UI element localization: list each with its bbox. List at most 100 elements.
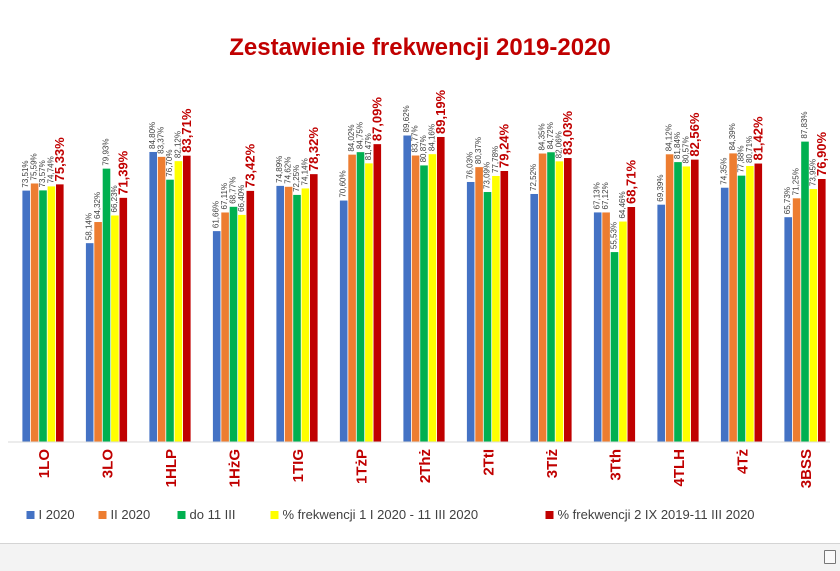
data-label: 68,71% xyxy=(623,159,638,204)
layout-icon[interactable] xyxy=(824,550,836,564)
data-label: 74,35% xyxy=(720,158,729,185)
bar xyxy=(166,179,174,442)
bar xyxy=(56,184,64,442)
data-label: 82,56% xyxy=(687,112,702,157)
category-label: 2TtI xyxy=(481,449,498,476)
legend-item: % frekwencji 1 I 2020 - 11 III 2020 xyxy=(270,507,478,522)
bar xyxy=(809,189,818,442)
bar xyxy=(428,154,437,443)
bar xyxy=(221,212,229,442)
legend-swatch xyxy=(98,511,107,519)
data-label: 83,03% xyxy=(560,111,575,156)
data-label: 74,62% xyxy=(284,157,293,184)
data-label: 69,39% xyxy=(656,175,665,202)
data-label: 72,52% xyxy=(529,164,538,191)
data-label: 72,25% xyxy=(292,165,301,192)
bar xyxy=(22,190,30,442)
data-label: 79,24% xyxy=(496,123,511,168)
bar xyxy=(682,166,691,442)
bar xyxy=(102,168,111,442)
legend-swatch xyxy=(26,511,35,519)
bar xyxy=(801,141,809,442)
bar xyxy=(183,155,191,442)
bar xyxy=(593,212,602,442)
legend-item: II 2020 xyxy=(98,507,150,522)
data-label: 84,75% xyxy=(356,122,365,149)
bar xyxy=(94,222,102,442)
data-label: 73,95% xyxy=(808,159,817,186)
category-label: 1HżG xyxy=(227,449,244,487)
category-label: 3Tth xyxy=(608,449,625,481)
data-label: 84,80% xyxy=(148,122,157,149)
data-label: 76,03% xyxy=(466,152,475,179)
bar xyxy=(483,192,492,442)
data-label: 83,37% xyxy=(157,127,166,154)
data-label: 73,42% xyxy=(242,143,257,188)
bar xyxy=(665,154,674,442)
category-label: 1HLP xyxy=(163,449,180,487)
bar xyxy=(627,207,636,442)
legend-swatch xyxy=(545,511,554,519)
bar-chart: Zestawienie frekwencji 2019-2020 73,51% 7… xyxy=(8,34,830,522)
legend-swatch xyxy=(270,511,279,519)
data-label: 84,72% xyxy=(546,122,555,149)
bar xyxy=(373,144,382,442)
bar xyxy=(437,136,445,442)
data-label: 89,19% xyxy=(433,89,448,134)
data-label: 80,87% xyxy=(419,135,428,162)
bar xyxy=(149,151,157,443)
data-label: 82,06% xyxy=(554,131,563,158)
bar xyxy=(420,165,428,443)
data-label: 80,71% xyxy=(745,136,754,163)
data-label: 71,25% xyxy=(792,168,801,195)
data-label: 67,13% xyxy=(593,182,602,209)
bar xyxy=(737,175,746,442)
data-label: 81,84% xyxy=(673,132,682,159)
bar xyxy=(301,188,310,442)
data-label: 76,90% xyxy=(814,131,829,176)
bar xyxy=(657,204,665,442)
data-label: 74,14% xyxy=(300,158,309,185)
category-label: 3TIż xyxy=(544,449,561,478)
data-label: 83,71% xyxy=(179,108,194,153)
bar xyxy=(365,163,373,442)
bar xyxy=(475,167,483,442)
bar xyxy=(564,158,572,443)
data-label: 66,40% xyxy=(237,185,246,212)
bar xyxy=(39,190,47,442)
bar xyxy=(174,161,183,442)
data-label: 65,73% xyxy=(783,187,792,214)
data-label: 73,57% xyxy=(38,160,47,187)
category-label: 3BSS xyxy=(798,449,815,488)
bar xyxy=(754,163,763,443)
data-label: 70,60% xyxy=(339,170,348,197)
data-label: 68,77% xyxy=(229,177,238,204)
data-label: 79,93% xyxy=(102,138,111,165)
bottom-strip xyxy=(0,543,840,571)
bar xyxy=(729,153,737,442)
bar xyxy=(284,186,293,442)
category-labels-layer: 1LO 3LO 1HLP 1HżG 1TIG 1TżP 2Thż 2TtI 3TIż 3Tth 4T… xyxy=(36,449,815,489)
bar xyxy=(602,212,610,442)
bar xyxy=(619,221,627,442)
data-label: 64,32% xyxy=(93,192,102,219)
data-label: 74,74% xyxy=(46,156,55,183)
data-label: 89,62% xyxy=(402,105,411,132)
legend-item: I 2020 xyxy=(26,507,75,522)
bar xyxy=(310,174,318,442)
legend-swatch xyxy=(177,511,186,519)
data-label: 73,51% xyxy=(21,160,30,187)
data-labels-layer: 73,51% 75,59% 73,57% 74,74%75,33% 58,14%64,3… xyxy=(21,89,829,249)
data-label: 80,37% xyxy=(474,137,483,164)
legend-item: % frekwencji 2 IX 2019-11 III 2020 xyxy=(545,507,755,522)
category-label: 1TżP xyxy=(354,449,371,484)
bar xyxy=(229,206,238,442)
bar xyxy=(792,198,801,442)
data-label: 82,12% xyxy=(173,131,182,158)
bar xyxy=(500,171,509,442)
data-label: 78,32% xyxy=(306,127,321,172)
bar xyxy=(555,161,564,442)
bar xyxy=(466,181,475,443)
data-label: 84,16% xyxy=(427,124,436,151)
bar xyxy=(411,155,420,442)
